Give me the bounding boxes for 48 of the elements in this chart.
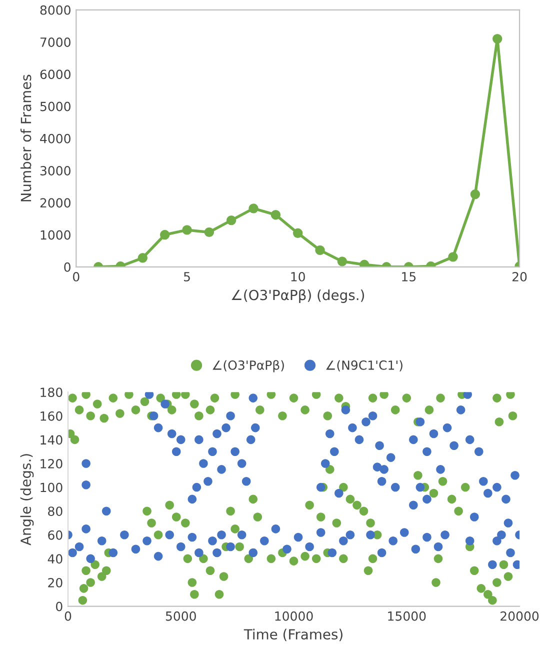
point (448, 252, 458, 262)
point (470, 189, 480, 200)
point (138, 253, 148, 263)
y-tick-label: 3000 (40, 166, 70, 176)
y-tick-label: 5000 (40, 102, 70, 112)
y-tick-label: 40 (48, 554, 62, 564)
legend-label: ∠(N9C1'C1') (326, 360, 402, 372)
x-tick-label: 20000 (500, 611, 539, 621)
y-tick-label: 0 (56, 602, 62, 612)
x-tick-label: 10 (291, 272, 305, 282)
y-tick-label: 8000 (40, 5, 70, 15)
point (292, 228, 303, 238)
point (182, 225, 192, 235)
x-tick-label: 20 (512, 272, 527, 282)
y-tick-label: 4000 (40, 134, 70, 144)
x-tick-label: 5 (184, 272, 190, 282)
y-tick-label: 80 (48, 506, 62, 516)
y-tick-label: 140 (40, 435, 62, 445)
x-tick-label: 0 (73, 272, 80, 282)
y-tick-label: 1000 (40, 230, 70, 240)
point (359, 260, 370, 267)
x-axis-title: Time (Frames) (244, 628, 342, 642)
y-tick-label: 7000 (40, 37, 70, 47)
y-tick-label: 120 (40, 458, 62, 468)
point (248, 204, 258, 214)
y-tick-label: 100 (40, 482, 62, 492)
point (226, 215, 236, 226)
point (492, 34, 502, 44)
y-axis-title: Number of Frames (20, 74, 32, 202)
point (160, 230, 170, 240)
legend-label: ∠(O3'PαPβ) (212, 360, 284, 372)
point (270, 210, 281, 220)
y-tick-label: 180 (40, 388, 62, 398)
x-tick-label: 5000 (166, 611, 196, 621)
x-tick-label: 15000 (388, 611, 426, 621)
point (315, 245, 325, 256)
point (204, 227, 214, 238)
y-tick-label: 20 (48, 578, 62, 588)
y-axis-title: Angle (degs.) (20, 454, 34, 546)
y-tick-label: 60 (48, 530, 62, 540)
y-tick-label: 0 (64, 262, 70, 272)
y-tick-label: 2000 (40, 198, 70, 208)
x-tick-label: 10000 (275, 611, 313, 621)
y-tick-label: 6000 (40, 70, 70, 80)
x-tick-label: 15 (402, 272, 416, 282)
x-axis-title: ∠(O3'PαPβ) (degs.) (232, 289, 364, 303)
point (337, 256, 348, 266)
y-tick-label: 160 (40, 411, 62, 421)
